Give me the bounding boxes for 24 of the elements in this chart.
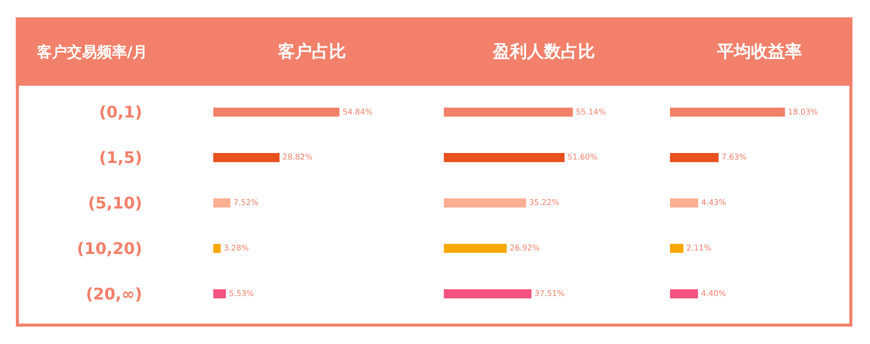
y-tick-label: (20,∞)	[86, 284, 142, 304]
bar	[213, 108, 340, 117]
chart-title: 客户占比	[277, 42, 346, 62]
bar	[444, 153, 565, 162]
bar	[444, 198, 526, 208]
y-tick-label: (1,5)	[99, 148, 142, 168]
bar	[670, 244, 684, 253]
bar	[444, 244, 507, 253]
y-axis-title: 客户交易频率/月	[36, 43, 148, 61]
bar	[670, 153, 719, 162]
y-tick-label: (5,10)	[88, 194, 142, 213]
bar	[213, 289, 226, 298]
chart-title: 盈利人数占比	[492, 42, 595, 62]
y-tick-label: (10,20)	[76, 238, 142, 258]
bar	[444, 289, 532, 298]
bar	[670, 198, 698, 208]
bar	[213, 198, 230, 208]
bar	[213, 153, 280, 162]
chart-title: 平均收益率	[716, 42, 802, 62]
bar	[670, 289, 698, 298]
bar	[670, 108, 785, 117]
bar	[213, 244, 221, 253]
bar	[444, 108, 573, 117]
y-tick-label: (0,1)	[99, 102, 142, 122]
